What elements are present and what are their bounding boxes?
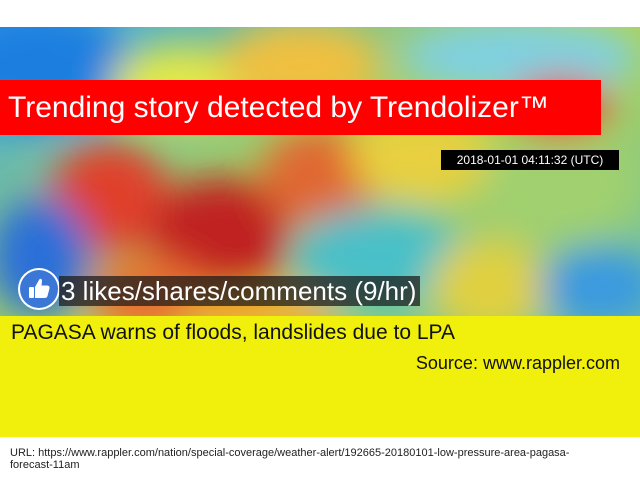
story-source: Source: www.rappler.com xyxy=(415,353,620,373)
story-url: URL: https://www.rappler.com/nation/spec… xyxy=(10,447,570,471)
trending-banner: Trending story detected by Trendolizer™ xyxy=(0,80,601,135)
url-footer xyxy=(0,437,640,480)
detected-timestamp: 2018-01-01 04:11:32 (UTC) xyxy=(441,150,619,170)
story-headline: PAGASA warns of floods, landslides due t… xyxy=(11,321,455,344)
story-panel xyxy=(0,316,640,437)
thumbs-up-icon xyxy=(20,270,58,308)
engagement-count: 3 likes/shares/comments (9/hr) xyxy=(59,276,421,306)
